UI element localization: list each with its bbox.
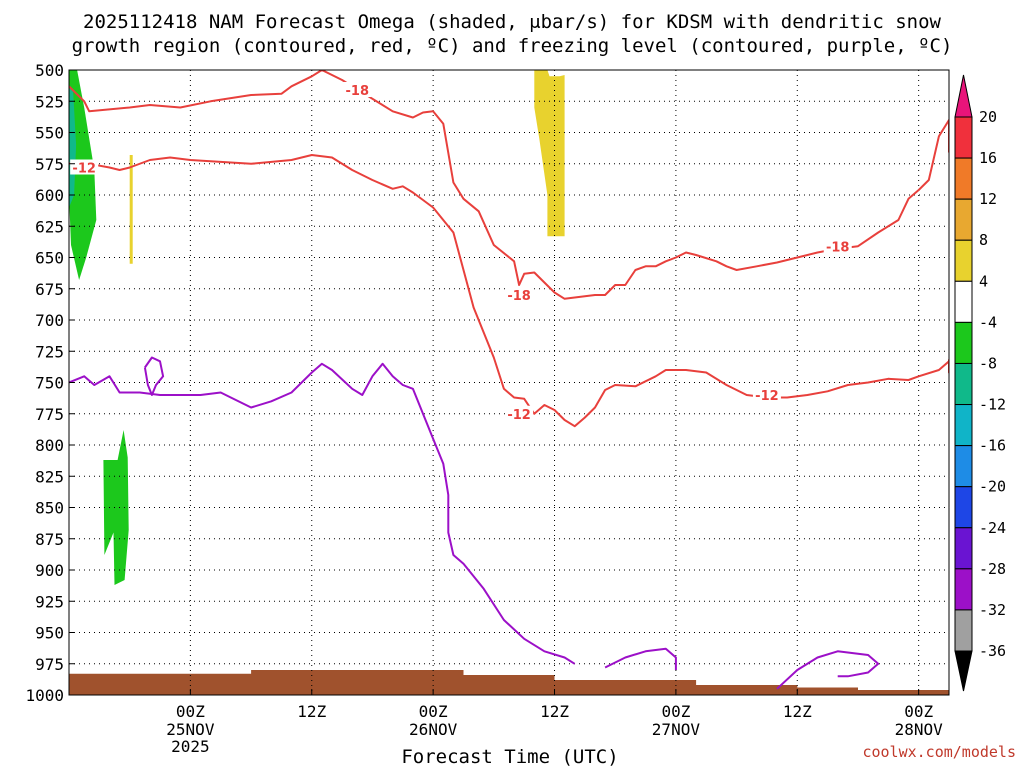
y-tick-label: 950 <box>35 624 64 643</box>
colorbar-top-arrow <box>954 74 973 118</box>
colorbar-label: 20 <box>979 108 997 126</box>
omega-region-4 <box>534 70 565 237</box>
x-tick-date: 28NOV <box>895 720 944 739</box>
y-tick-label: 825 <box>35 467 64 486</box>
colorbar-swatch <box>954 527 973 570</box>
y-axis-ticks: 500 525 550 575 600 625 650 675 700 725 750 775 800 8… <box>25 61 75 705</box>
y-tick-label: 850 <box>35 499 64 518</box>
colorbar-label: -16 <box>979 437 1006 455</box>
y-tick-label: 925 <box>35 592 64 611</box>
chart-title-line2: growth region (contoured, red, ºC) and f… <box>72 35 953 57</box>
x-tick-label: 00Z <box>176 702 205 721</box>
contour-label: -18 <box>826 240 850 255</box>
x-tick-label: 00Z <box>419 702 448 721</box>
terrain-layer <box>69 670 949 695</box>
colorbar: 20 16 12 8 4 -4 -8 -12 -16 -20 -24 -28 -32 -36 <box>954 74 1006 692</box>
contour-line-1 <box>69 154 949 428</box>
contour-label-bg <box>505 287 534 302</box>
credit-text: coolwx.com/models <box>862 743 1016 761</box>
freezing-loop-1 <box>604 647 677 670</box>
contour-line-0 <box>69 70 949 300</box>
y-tick-label: 775 <box>35 405 64 424</box>
contour-label-bg <box>823 238 852 254</box>
colorbar-label: 16 <box>979 149 997 167</box>
contour-label-bg <box>505 405 534 421</box>
contour-labels: -18 -12 -18 -12 -12 -18 <box>70 82 852 423</box>
colorbar-bottom-arrow <box>954 650 973 692</box>
terrain-surface <box>69 670 949 695</box>
contour-label: -18 <box>346 84 370 99</box>
colorbar-label: -4 <box>979 313 997 331</box>
contour-label: -12 <box>755 389 779 404</box>
y-tick-label: 625 <box>35 217 64 236</box>
colorbar-swatch <box>954 321 973 364</box>
colorbar-swatch <box>954 198 973 241</box>
omega-region-2 <box>103 430 129 585</box>
x-tick-label: 12Z <box>540 702 569 721</box>
colorbar-swatch <box>954 568 973 611</box>
y-tick-label: 875 <box>35 530 64 549</box>
colorbar-swatch <box>954 116 973 159</box>
x-tick-date: 25NOV <box>166 720 215 739</box>
omega-region-0 <box>69 70 97 280</box>
y-tick-label: 650 <box>35 249 64 268</box>
colorbar-swatch <box>954 486 973 529</box>
x-tick-label: 00Z <box>661 702 690 721</box>
colorbar-label: -28 <box>979 560 1006 578</box>
colorbar-label: 4 <box>979 272 988 290</box>
freezing-loop-2 <box>776 650 880 690</box>
y-tick-label: 700 <box>35 311 64 330</box>
contour-line-2 <box>69 362 576 665</box>
y-tick-label: 800 <box>35 436 64 455</box>
y-tick-label: 600 <box>35 186 64 205</box>
omega-region-1 <box>69 88 77 208</box>
x-tick-date: 27NOV <box>652 720 701 739</box>
contour-label: -12 <box>507 408 531 423</box>
colorbar-label: -20 <box>979 478 1006 496</box>
x-tick-year: 2025 <box>171 737 210 756</box>
chart-title-line1: 2025112418 NAM Forecast Omega (shaded, μ… <box>83 11 941 33</box>
y-tick-label: 725 <box>35 342 64 361</box>
x-axis-label: Forecast Time (UTC) <box>401 746 618 768</box>
colorbar-swatch <box>954 362 973 406</box>
colorbar-label: -24 <box>979 519 1006 537</box>
y-tick-label: 1000 <box>25 686 64 705</box>
colorbar-swatch <box>954 404 973 447</box>
y-tick-label: 675 <box>35 280 64 299</box>
y-tick-label: 550 <box>35 124 64 143</box>
y-tick-label: 975 <box>35 655 64 674</box>
colorbar-label: -8 <box>979 354 997 372</box>
x-tick-label: 00Z <box>904 702 933 721</box>
contour-label-bg <box>70 159 99 175</box>
colorbar-swatch <box>954 280 973 323</box>
freezing-loop-0 <box>143 356 165 396</box>
contour-label: -18 <box>507 289 531 304</box>
grid-layer <box>69 70 949 695</box>
omega-region-3 <box>129 155 133 264</box>
y-tick-label: 500 <box>35 61 64 80</box>
y-tick-label: 525 <box>35 92 64 111</box>
y-tick-label: 575 <box>35 155 64 174</box>
colorbar-swatch <box>954 445 973 488</box>
contour-label-bg <box>343 82 372 97</box>
omega-shading-layer <box>69 70 565 585</box>
colorbar-label: 8 <box>979 231 988 249</box>
colorbar-label: 12 <box>979 190 997 208</box>
colorbar-label: -12 <box>979 396 1006 414</box>
contour-label-bg <box>752 387 781 402</box>
colorbar-label: -32 <box>979 601 1006 619</box>
y-tick-label: 750 <box>35 374 64 393</box>
colorbar-swatch <box>954 157 973 200</box>
colorbar-swatch <box>954 609 973 652</box>
colorbar-label: -36 <box>979 642 1006 660</box>
contour-layer <box>69 70 949 690</box>
x-tick-date: 26NOV <box>409 720 458 739</box>
x-tick-label: 12Z <box>297 702 326 721</box>
contour-label: -12 <box>72 162 96 177</box>
colorbar-swatch <box>954 239 973 282</box>
x-tick-label: 12Z <box>783 702 812 721</box>
y-tick-label: 900 <box>35 561 64 580</box>
